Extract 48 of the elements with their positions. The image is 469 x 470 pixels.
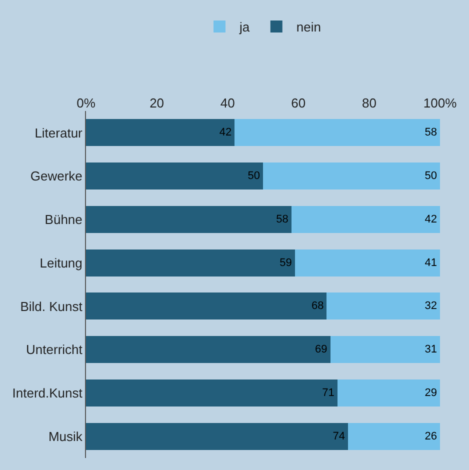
y-tick-label: Leitung	[40, 255, 82, 270]
data-label: 71	[322, 386, 334, 399]
bar	[330, 336, 440, 364]
bar	[348, 422, 440, 450]
bar	[86, 422, 348, 450]
data-label: 42	[424, 213, 437, 226]
x-tick-label: 60	[291, 95, 306, 110]
data-label: 50	[248, 170, 260, 182]
x-tick-label: 80	[362, 95, 376, 110]
y-tick-label: Unterricht	[26, 342, 83, 358]
data-label: 59	[280, 256, 292, 269]
data-label: 50	[424, 170, 437, 182]
data-label: 58	[276, 213, 288, 226]
data-label: 41	[424, 256, 437, 269]
y-tick-label: Musik	[48, 428, 83, 444]
y-tick-label: Literatur	[34, 125, 84, 140]
y-tick-label: Gewerke	[30, 168, 82, 184]
data-label: 29	[424, 386, 437, 399]
y-tick-label: Interd.Kunst	[12, 385, 83, 400]
data-label: 42	[219, 126, 232, 139]
bar	[263, 162, 440, 190]
legend-label: nein	[296, 20, 321, 35]
legend-label: ja	[238, 20, 250, 35]
x-tick-label: 40	[220, 95, 235, 110]
bar	[291, 206, 440, 233]
data-label: 74	[332, 430, 345, 442]
x-tick-label: 100%	[423, 95, 458, 110]
x-tick-label: 0%	[76, 95, 96, 110]
data-label: 69	[315, 344, 328, 356]
bar	[294, 249, 440, 276]
data-label: 31	[424, 344, 437, 356]
y-tick-label: Bild. Kunst	[20, 298, 83, 314]
bar	[86, 162, 263, 190]
y-tick-label: Bühne	[44, 212, 82, 227]
bar	[86, 249, 295, 276]
bar	[326, 292, 440, 320]
bar	[337, 379, 440, 406]
data-label: 68	[311, 300, 324, 312]
bar	[86, 379, 338, 406]
data-label: 32	[424, 300, 437, 312]
bar	[86, 206, 292, 233]
x-tick-label: 20	[150, 95, 164, 110]
bar	[86, 292, 327, 320]
bar	[86, 119, 235, 146]
bar	[234, 119, 440, 146]
bar	[86, 336, 330, 364]
data-label: 58	[424, 126, 437, 139]
data-label: 26	[424, 430, 437, 442]
